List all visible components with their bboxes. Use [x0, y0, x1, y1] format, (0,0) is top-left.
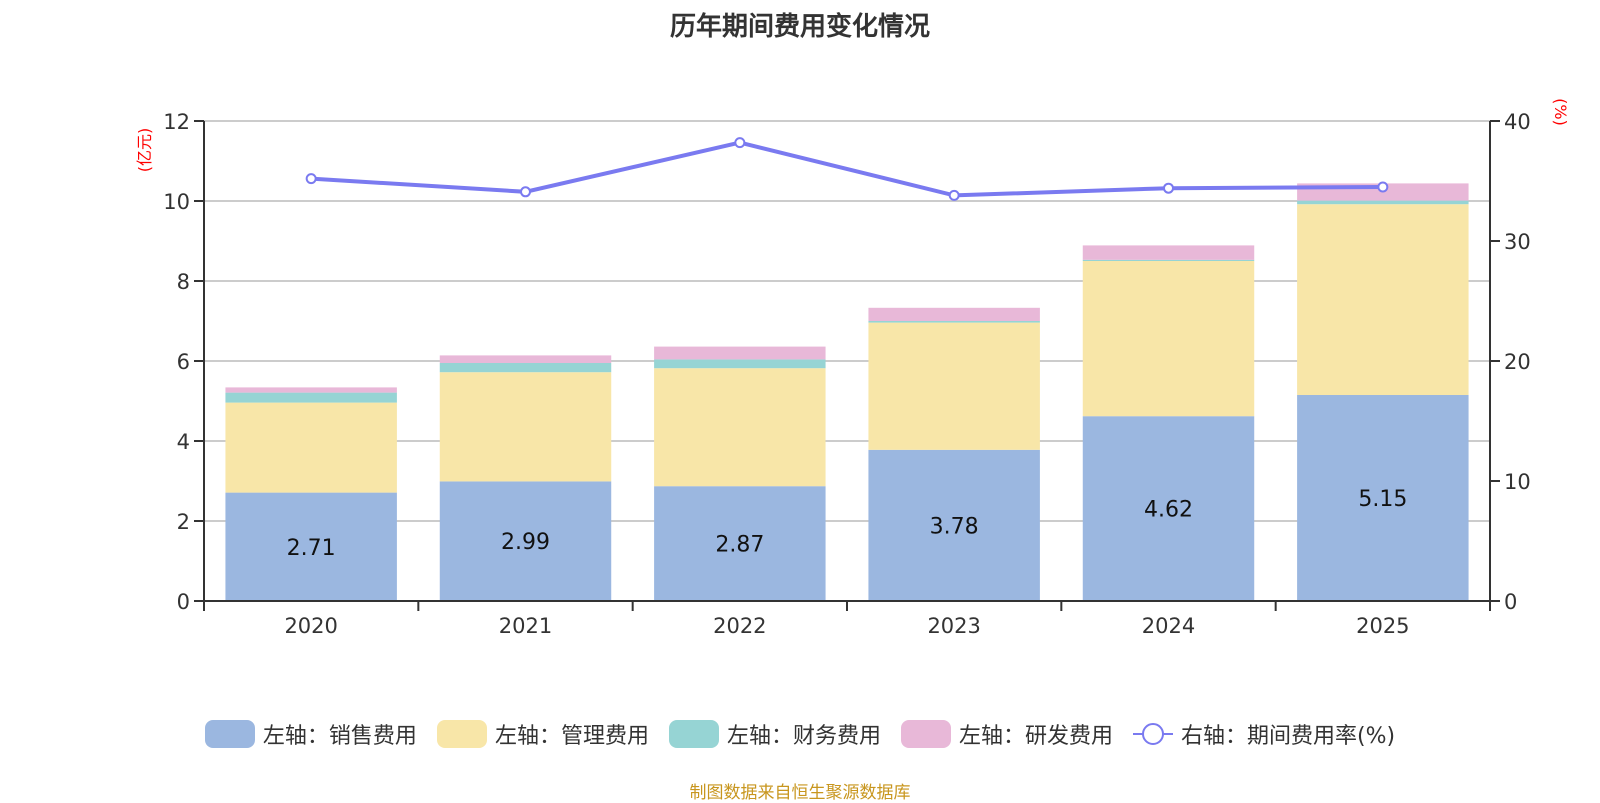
bar-segment-finance — [225, 392, 397, 403]
legend-label-rd: 左轴：研发费用 — [958, 724, 1113, 749]
rate-line-point — [734, 137, 746, 149]
bar-segment-rd — [654, 346, 826, 360]
bar-data-label: 2.71 — [287, 536, 336, 561]
bar-segment-sales — [868, 449, 1040, 601]
left-axis-tick-label: 12 — [163, 110, 190, 134]
rate-line-point — [948, 189, 960, 201]
bar-segment-rd — [439, 355, 612, 363]
legend-item-finance[interactable]: 左轴：财务费用 — [668, 718, 881, 750]
rate-line-point — [520, 186, 531, 198]
x-axis-tick-label: 2024 — [1142, 614, 1195, 638]
legend: 左轴：销售费用 左轴：管理费用 左轴：财务费用 左轴：研发费用 右轴：期间费用率… — [0, 718, 1600, 750]
bar-segment-finance — [1297, 200, 1469, 205]
legend-swatch-sales — [204, 720, 255, 748]
bar-data-label: 3.78 — [930, 514, 979, 539]
legend-swatch-finance — [668, 720, 719, 748]
bar-segment-management — [225, 402, 397, 493]
legend-item-rd[interactable]: 左轴：研发费用 — [900, 718, 1113, 750]
bar-segment-management — [1297, 204, 1469, 395]
left-axis-tick-label: 0 — [177, 590, 190, 614]
bars — [225, 183, 1469, 601]
bar-segment-sales — [1297, 395, 1469, 601]
bar-segment-sales — [225, 492, 397, 601]
chart-title: 历年期间费用变化情况 — [669, 12, 930, 42]
legend-item-management[interactable]: 左轴：管理费用 — [436, 718, 649, 750]
bar-segment-finance — [439, 363, 612, 373]
bar-data-label: 5.15 — [1358, 487, 1407, 512]
left-axis-tick-label: 8 — [177, 270, 190, 294]
legend-label-sales: 左轴：销售费用 — [262, 724, 417, 749]
bar-data-label: 4.62 — [1144, 498, 1193, 523]
legend-label-rate: 右轴：期间费用率(%) — [1180, 724, 1396, 749]
chart-area: 0 2 4 6 8 10 12 0 10 20 30 40 2020 2021 2022 2023 2024 20… — [135, 98, 1570, 638]
right-axis-unit: (%) — [1551, 98, 1570, 126]
right-axis-tick-label: 40 — [1504, 110, 1531, 134]
bar-segment-management — [654, 368, 826, 487]
bar-data-label: 2.99 — [501, 530, 550, 555]
left-axis-tick-label: 6 — [177, 350, 190, 374]
left-axis-tick-label: 4 — [177, 430, 190, 454]
legend-label-finance: 左轴：财务费用 — [726, 724, 881, 749]
bar-segment-finance — [1082, 259, 1255, 261]
rate-line-point — [305, 173, 317, 185]
bar-segment-finance — [868, 321, 1040, 323]
legend-swatch-management — [436, 720, 487, 748]
x-axis-tick-label: 2022 — [713, 614, 766, 638]
bar-segment-sales — [439, 481, 612, 601]
legend-line-circle-icon — [1132, 723, 1173, 745]
legend-item-sales[interactable]: 左轴：销售费用 — [204, 718, 417, 750]
left-axis-tick-label: 2 — [177, 510, 190, 534]
rate-line — [311, 140, 1383, 198]
bar-segment-management — [1082, 261, 1255, 417]
x-axis-tick-label: 2025 — [1356, 614, 1409, 638]
legend-swatch-rd — [900, 720, 951, 748]
gridlines — [204, 120, 1490, 522]
bar-segment-management — [868, 322, 1040, 450]
right-axis-tick-label: 10 — [1504, 470, 1531, 494]
data-source-note: 制图数据来自恒生聚源数据库 — [689, 783, 911, 803]
bar-segment-rd — [1082, 245, 1255, 260]
bar-data-labels: 2.71 2.99 2.87 3.78 4.62 5.15 — [287, 487, 1408, 561]
right-axis-tick-label: 20 — [1504, 350, 1531, 374]
x-axis-tick-label: 2020 — [284, 614, 337, 638]
bar-segment-sales — [654, 486, 826, 601]
rate-line-point — [1163, 182, 1174, 194]
rate-line-series — [305, 137, 1389, 201]
legend-label-management: 左轴：管理费用 — [494, 724, 649, 749]
legend-item-rate[interactable]: 右轴：期间费用率(%) — [1132, 718, 1396, 750]
bar-segment-finance — [654, 359, 826, 369]
bar-segment-management — [439, 372, 612, 482]
bar-data-label: 2.87 — [715, 533, 764, 558]
right-axis-tick-label: 30 — [1504, 230, 1531, 254]
bar-segment-rd — [868, 307, 1040, 321]
left-axis-unit: (亿元) — [135, 128, 154, 173]
rate-line-point — [1377, 181, 1389, 193]
axes: 0 2 4 6 8 10 12 0 10 20 30 40 2020 2021 2022 2023 2024 20… — [163, 110, 1530, 638]
bar-segment-rd — [225, 387, 397, 393]
x-axis-tick-label: 2021 — [499, 614, 552, 638]
x-axis-tick-label: 2023 — [927, 614, 980, 638]
bar-segment-sales — [1082, 416, 1255, 601]
right-axis-tick-label: 0 — [1504, 590, 1517, 614]
left-axis-tick-label: 10 — [163, 190, 190, 214]
